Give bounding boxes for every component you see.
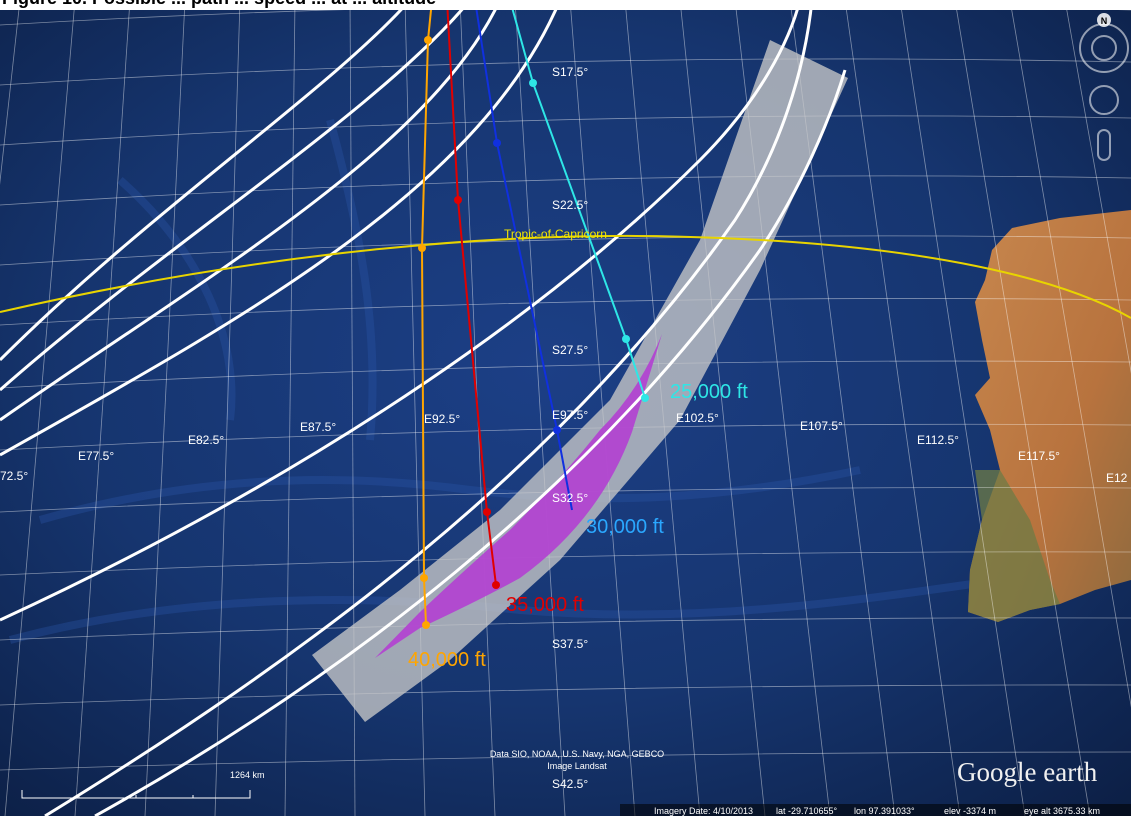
look-joystick [1091, 35, 1117, 61]
altitude-label-35000: 35,000 ft [506, 594, 584, 616]
status-elev: elev -3374 m [944, 806, 996, 816]
lon-label-e82-5: E82.5° [188, 433, 224, 447]
lat-label-s22-5: S22.5° [552, 198, 588, 212]
lon-label-e92-5: E92.5° [424, 412, 460, 426]
lon-label-e117-5: E117.5° [1018, 449, 1060, 463]
scale-label: 1264 km [230, 770, 265, 780]
status-eye-alt: eye alt 3675.33 km [1024, 806, 1100, 816]
altitude-label-40000: 40,000 ft [408, 649, 486, 671]
document-header-strip: Figure 10. Possible ... path ... speed .… [0, 0, 1131, 10]
tropic-of-capricorn-line [0, 234, 1131, 319]
scale-bar [21, 790, 251, 799]
lon-label-e12: E12 [1106, 471, 1128, 485]
zoom-slider [1097, 129, 1111, 161]
path-25000ft [509, 0, 646, 399]
lon-label-e102-5: E102.5° [676, 411, 719, 425]
latitude-labels: S17.5° S22.5° S27.5° S32.5° S37.5° S42.5… [552, 65, 588, 791]
lat-label-s42-5: S42.5° [552, 777, 588, 791]
compass-north-letter: N [1101, 16, 1108, 26]
lat-label-s32-5: S32.5° [552, 491, 588, 505]
status-imagery-date: Imagery Date: 4/10/2013 [654, 806, 753, 816]
lat-label-s37-5: S37.5° [552, 637, 588, 651]
lon-label-e112-5: E112.5° [917, 433, 959, 447]
lon-label-e87-5: E87.5° [300, 420, 336, 434]
lon-label-e107-5: E107.5° [800, 419, 843, 433]
status-bar [620, 804, 1131, 816]
navigation-controls[interactable] [1079, 23, 1129, 161]
altitude-labels: 25,000 ft 30,000 ft 35,000 ft 40,000 ft [408, 381, 748, 671]
longitude-labels: 72.5° E77.5° E82.5° E87.5° E92.5° E97.5°… [0, 408, 1128, 485]
status-lon: lon 97.391033° [854, 806, 915, 816]
satellite-arcs [0, 0, 845, 816]
flight-path-markers [418, 36, 649, 629]
compass-north-badge[interactable] [1097, 13, 1111, 27]
lon-label-72-5: 72.5° [0, 469, 28, 483]
altitude-label-30000: 30,000 ft [586, 516, 664, 538]
document-header-text: Figure 10. Possible ... path ... speed .… [2, 0, 436, 9]
google-earth-logo: Google earth [957, 757, 1098, 787]
lon-label-e97-5: E97.5° [552, 408, 588, 422]
path-30000ft [474, 0, 573, 511]
seafloor-texture [8, 118, 1001, 644]
australia-sw-green [968, 470, 1060, 622]
lon-label-e77-5: E77.5° [78, 449, 114, 463]
lat-label-s17-5: S17.5° [552, 65, 588, 79]
move-joystick [1089, 85, 1119, 115]
attribution-line-1: Data SIO, NOAA, U.S. Navy, NGA, GEBCO [490, 749, 664, 759]
search-corridor [312, 40, 848, 722]
lat-label-s27-5: S27.5° [552, 343, 588, 357]
attribution-line-2: Image Landsat [547, 761, 607, 771]
status-lat: lat -29.710655° [776, 806, 838, 816]
path-35000ft [446, 0, 497, 586]
altitude-label-25000: 25,000 ft [670, 381, 748, 403]
tropic-label: Tropic-of-Capricorn [504, 227, 607, 241]
